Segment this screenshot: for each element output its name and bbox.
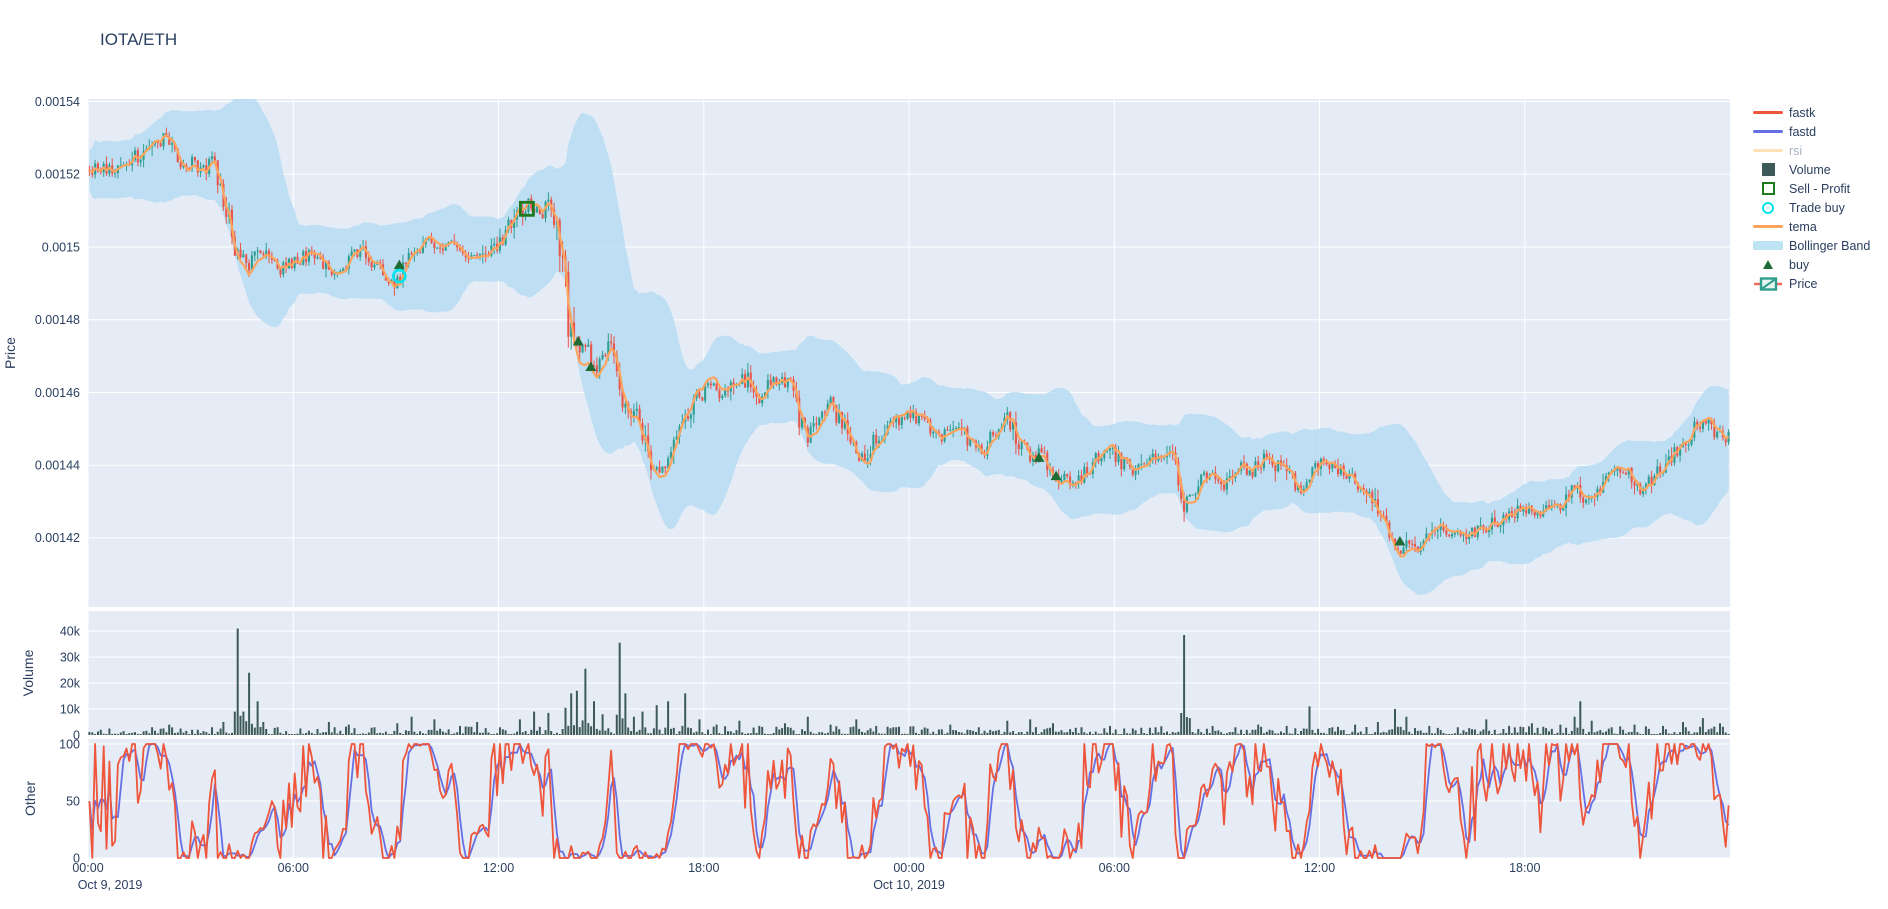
- fastk-line: [88, 743, 1730, 859]
- buy-marker[interactable]: [572, 336, 584, 346]
- x-date-label: Oct 10, 2019: [873, 878, 945, 892]
- buy-marker[interactable]: [1394, 536, 1406, 546]
- volume-bars: [88, 628, 1730, 735]
- tema-legend-swatch: [1752, 225, 1784, 228]
- legend-item-label: rsi: [1789, 143, 1803, 158]
- price-legend-swatch: [1752, 276, 1784, 292]
- x-tick-label: 12:00: [483, 861, 514, 875]
- other-tick-label: 100: [59, 737, 80, 751]
- x-tick-label: 00:00: [72, 861, 103, 875]
- buy-marker[interactable]: [585, 361, 597, 372]
- legend-item-label: Trade buy: [1789, 200, 1845, 215]
- x-tick-label: 18:00: [688, 861, 719, 875]
- legend: fastk fastd rsi Volume Sell - Profit Trade bu…: [1752, 103, 1870, 293]
- volume-axis-title: Volume: [20, 649, 36, 696]
- legend-item-label: Volume: [1789, 162, 1831, 177]
- x-tick-label: 00:00: [893, 861, 924, 875]
- legend-item-buy[interactable]: buy: [1752, 255, 1870, 274]
- price-axis-title: Price: [2, 337, 18, 369]
- legend-item-label: fastd: [1789, 124, 1817, 139]
- buy-marker[interactable]: [393, 259, 405, 270]
- x-tick-label: 12:00: [1304, 861, 1335, 875]
- bollinger-band-legend-swatch: [1752, 241, 1784, 250]
- trade-buy-legend-swatch: [1752, 201, 1784, 214]
- tema-line: [88, 134, 1730, 558]
- legend-item-fastd[interactable]: fastd: [1752, 122, 1870, 141]
- volume-tick-label: 0: [73, 728, 80, 742]
- price-tick-label: 0.0015: [42, 240, 80, 254]
- sell-profit-marker[interactable]: [518, 200, 535, 217]
- legend-item-label: Sell - Profit: [1789, 181, 1851, 196]
- legend-item-label: fastk: [1789, 105, 1816, 120]
- legend-item-label: tema: [1789, 219, 1817, 234]
- x-date-label: Oct 9, 2019: [78, 878, 143, 892]
- volume-tick-label: 10k: [60, 702, 81, 716]
- volume-legend-swatch: [1752, 163, 1784, 176]
- price-tick-label: 0.00148: [35, 313, 80, 327]
- other-tick-label: 0: [73, 851, 80, 865]
- buy-legend-swatch: [1752, 260, 1784, 269]
- legend-item-label: Bollinger Band: [1789, 238, 1871, 253]
- legend-item-bollinger-band[interactable]: Bollinger Band: [1752, 236, 1870, 255]
- legend-item-trade-buy[interactable]: Trade buy: [1752, 198, 1870, 217]
- trade-markers: [391, 200, 1406, 546]
- volume-tick-label: 20k: [60, 676, 81, 690]
- price-tick-label: 0.00144: [35, 458, 80, 472]
- other-tick-label: 50: [66, 794, 80, 808]
- buy-marker[interactable]: [1033, 452, 1045, 462]
- chart-title: IOTA/ETH: [100, 30, 178, 49]
- price-tick-label: 0.00146: [35, 386, 80, 400]
- volume-tick-label: 30k: [60, 650, 81, 664]
- sell-profit-legend-swatch: [1752, 182, 1784, 195]
- legend-item-sell-profit[interactable]: Sell - Profit: [1752, 179, 1870, 198]
- buy-marker[interactable]: [1050, 470, 1062, 481]
- legend-item-label: buy: [1789, 257, 1810, 272]
- legend-item-tema[interactable]: tema: [1752, 217, 1870, 236]
- legend-item-volume[interactable]: Volume: [1752, 160, 1870, 179]
- fastk-legend-swatch: [1752, 111, 1784, 114]
- price-tick-label: 0.00152: [35, 168, 80, 182]
- legend-item-price[interactable]: Price: [1752, 274, 1870, 293]
- legend-item-rsi[interactable]: rsi: [1752, 141, 1870, 160]
- trade-buy-marker[interactable]: [391, 268, 407, 284]
- other-axis-title: Other: [22, 781, 38, 816]
- price-tick-label: 0.00154: [35, 95, 80, 109]
- x-tick-label: 06:00: [278, 861, 309, 875]
- x-tick-label: 18:00: [1509, 861, 1540, 875]
- x-tick-label: 06:00: [1099, 861, 1130, 875]
- price-tick-label: 0.00142: [35, 531, 80, 545]
- rsi-legend-swatch: [1752, 149, 1784, 152]
- bollinger-band: [89, 99, 1729, 595]
- fastd-legend-swatch: [1752, 130, 1784, 133]
- volume-tick-label: 40k: [60, 624, 81, 638]
- legend-item-label: Price: [1789, 276, 1818, 291]
- legend-item-fastk[interactable]: fastk: [1752, 103, 1870, 122]
